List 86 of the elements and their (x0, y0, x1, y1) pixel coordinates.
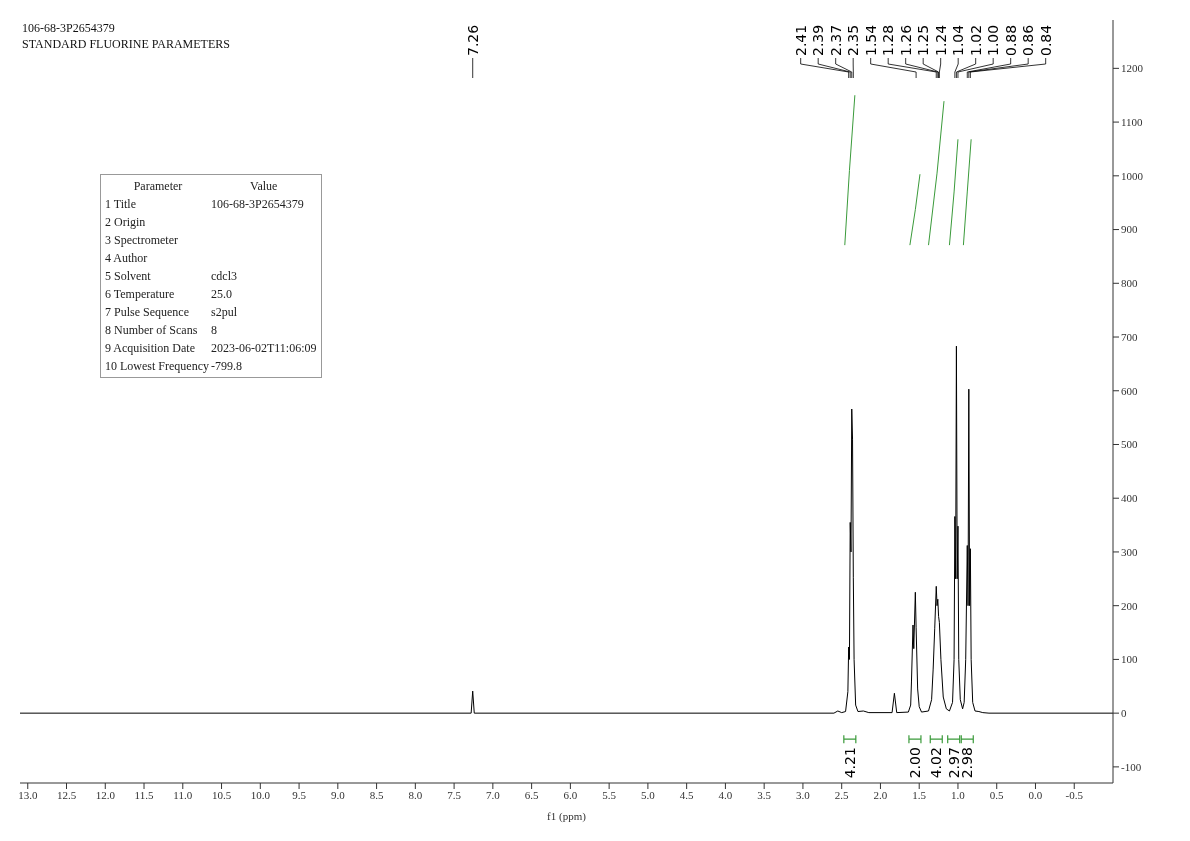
x-tick-label: 12.0 (95, 788, 116, 801)
annotation: 1.00 (985, 24, 1002, 56)
annotation: 1.26 (897, 24, 914, 56)
y-tick-label: 1200 (1121, 62, 1144, 75)
annotation: 8 (210, 321, 218, 339)
annotation: 3 Spectrometer (105, 231, 179, 249)
x-tick-label: 4.0 (718, 788, 733, 801)
annotation: 2 Origin (105, 213, 147, 231)
y-tick-label: 500 (1121, 438, 1138, 451)
annotation: 4.02 (928, 747, 945, 779)
annotation: 2.37 (827, 24, 844, 56)
x-tick-label: 8.0 (408, 788, 423, 801)
annotation: 10 Lowest Frequency (105, 357, 210, 375)
y-tick-label: 400 (1121, 492, 1138, 505)
x-tick-label: 3.0 (796, 788, 811, 801)
annotation: -799.8 (210, 357, 243, 375)
line-series (20, 345, 1113, 714)
annotation: 106-68-3P2654379 (210, 195, 305, 213)
x-axis-title: f1 (ppm) (547, 810, 587, 823)
x-tick-label: 7.0 (485, 788, 501, 801)
x-tick-label: 13.0 (18, 788, 38, 801)
annotation: 1.54 (862, 24, 879, 56)
annotation: s2pul (210, 303, 238, 321)
x-tick-label: 0.5 (989, 788, 1005, 801)
y-tick-label: 200 (1121, 599, 1138, 612)
annotation: 2.35 (845, 24, 862, 56)
x-tick-label: 0.0 (1028, 788, 1043, 801)
y-tick-label: 700 (1121, 330, 1138, 343)
annotation: 4.21 (841, 747, 858, 779)
annotation: 2.39 (810, 24, 827, 56)
annotation: 0.88 (1002, 24, 1019, 56)
y-tick-label: 300 (1121, 545, 1138, 558)
annotation: 0.84 (1037, 24, 1054, 56)
annotation: cdcl3 (210, 267, 238, 285)
annotation: 7 Pulse Sequence (105, 303, 190, 321)
annotation: 8 Number of Scans (105, 321, 199, 339)
annotation: 7.26 (464, 24, 481, 56)
annotation: 6 Temperature (105, 285, 176, 303)
annotation: 5 Solvent (105, 267, 152, 285)
annotation: 2.00 (906, 747, 923, 779)
x-tick-label: 1.5 (912, 788, 927, 801)
x-tick-label: 11.0 (173, 788, 193, 801)
x-tick-label: 4.5 (679, 788, 695, 801)
annotation: Parameter (132, 177, 184, 195)
x-tick-label: 12.5 (56, 788, 77, 801)
chart-title: 106-68-3P2654379 (22, 20, 116, 36)
y-tick-label: 1000 (1121, 169, 1144, 182)
annotation: 2023-06-02T11:06:09 (210, 339, 317, 357)
y-tick-label: 1100 (1121, 116, 1144, 128)
x-tick-label: 9.0 (330, 788, 346, 801)
annotation: 1.02 (967, 24, 984, 56)
x-tick-label: 2.0 (873, 788, 888, 801)
x-tick-label: 11.5 (134, 788, 154, 801)
x-tick-label: 5.0 (641, 788, 656, 801)
annotation: 2.41 (792, 24, 809, 56)
x-tick-label: 10.5 (211, 788, 232, 801)
x-tick-label: -0.5 (1065, 788, 1084, 801)
x-tick-label: 8.5 (369, 788, 384, 801)
annotation: Value (249, 177, 279, 195)
x-tick-label: 7.5 (447, 788, 462, 801)
y-tick-label: -100 (1121, 760, 1142, 773)
annotation: 1.24 (932, 24, 949, 56)
annotation: 2.97 (945, 747, 962, 779)
x-tick-label: 9.5 (292, 788, 307, 801)
text: STANDARD FLUORINE PARAMETERS (22, 36, 230, 52)
annotation: 1.25 (915, 24, 932, 56)
annotation: 9 Acquisition Date (105, 339, 196, 357)
x-tick-label: 10.0 (250, 788, 271, 801)
annotation: 1 Title (105, 195, 138, 213)
annotation: 1.28 (880, 24, 897, 56)
y-tick-label: 600 (1121, 384, 1138, 397)
x-tick-label: 2.5 (834, 788, 850, 801)
x-tick-label: 1.0 (951, 788, 966, 801)
y-tick-label: 100 (1121, 653, 1138, 666)
annotation: 1.04 (950, 24, 967, 56)
annotation: 2.98 (959, 747, 976, 779)
x-tick-label: 5.5 (602, 788, 617, 801)
y-tick-label: 900 (1121, 223, 1138, 236)
annotation: 4 Author (105, 249, 149, 267)
x-tick-label: 6.0 (563, 788, 578, 801)
annotation: 25.0 (210, 285, 233, 303)
annotation: 0.86 (1020, 24, 1037, 56)
y-tick-label: 0 (1121, 707, 1127, 720)
y-tick-label: 800 (1121, 277, 1138, 290)
x-tick-label: 3.5 (757, 788, 772, 801)
x-tick-label: 6.5 (524, 788, 539, 801)
